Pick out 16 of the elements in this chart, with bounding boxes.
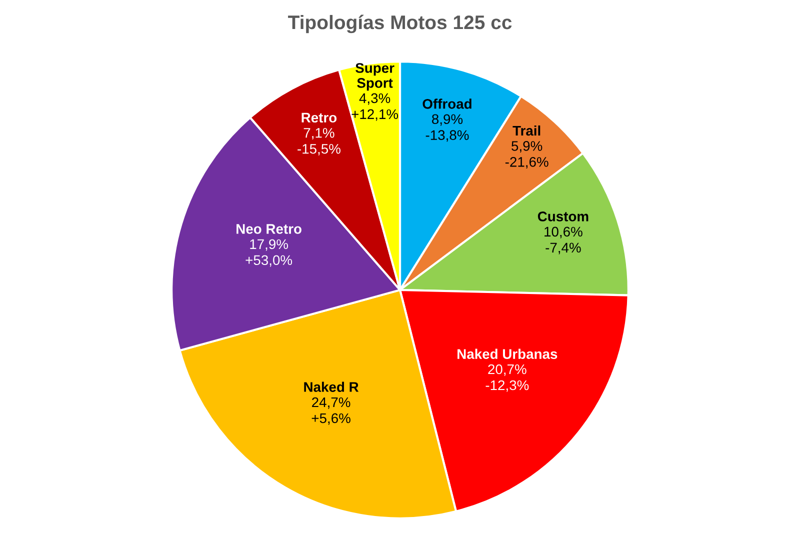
slice-label: Retro — [302, 112, 337, 123]
data-label: 24,7% +5,6% — [312, 397, 350, 425]
slice-label: Naked R — [304, 382, 359, 392]
data-label: 20,7% -12,3% — [486, 364, 529, 392]
slice-label: Offroad — [422, 98, 472, 109]
data-label: 10,6% -7,4% — [544, 226, 582, 254]
slice-label: Naked Urbanas — [458, 348, 558, 359]
slice-label: Trail — [512, 125, 540, 136]
data-label: 8,9% -13,8% — [426, 114, 469, 142]
slice-label: Custom — [538, 212, 588, 222]
slice-label: Neo Retro — [236, 224, 302, 234]
data-label: 17,9% +53,0% — [246, 239, 292, 267]
chart-title: Tipologías Motos 125 cc — [288, 14, 512, 34]
data-label: 7,1% -15,5% — [298, 128, 340, 156]
data-label: 5,9% -21,6% — [505, 141, 548, 168]
slice-label: Super Sport — [356, 63, 394, 91]
